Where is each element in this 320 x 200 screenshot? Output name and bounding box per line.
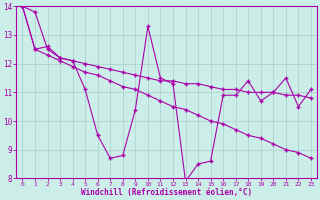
X-axis label: Windchill (Refroidissement éolien,°C): Windchill (Refroidissement éolien,°C) — [81, 188, 252, 197]
